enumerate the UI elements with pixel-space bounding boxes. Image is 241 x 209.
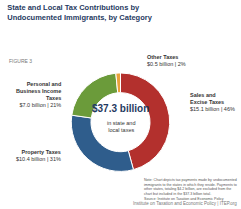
svg-text:Note: Chart depicts tax paymen: Note: Chart depicts tax payments made by… xyxy=(144,178,237,201)
svg-text:Other Taxes$0.5 billion | 2%: Other Taxes$0.5 billion | 2% xyxy=(147,54,186,67)
svg-text:Institute on Taxation and Econ: Institute on Taxation and Economic Polic… xyxy=(133,201,237,206)
svg-text:in state andlocal taxes: in state andlocal taxes xyxy=(107,120,135,133)
svg-text:Personal andBusiness IncomeTax: Personal andBusiness IncomeTaxes$7.0 bil… xyxy=(16,81,61,108)
svg-text:Property Taxes$10.4 billion |: Property Taxes$10.4 billion | 31% xyxy=(16,149,61,162)
svg-text:Sales andExcise Taxes$15.1 bil: Sales andExcise Taxes$15.1 billion | 46% xyxy=(190,92,235,112)
svg-text:State and Local Tax Contributi: State and Local Tax Contributions byUndo… xyxy=(7,3,152,22)
svg-text:FIGURE 3: FIGURE 3 xyxy=(9,58,32,64)
svg-text:$37.3 billion: $37.3 billion xyxy=(92,103,149,114)
